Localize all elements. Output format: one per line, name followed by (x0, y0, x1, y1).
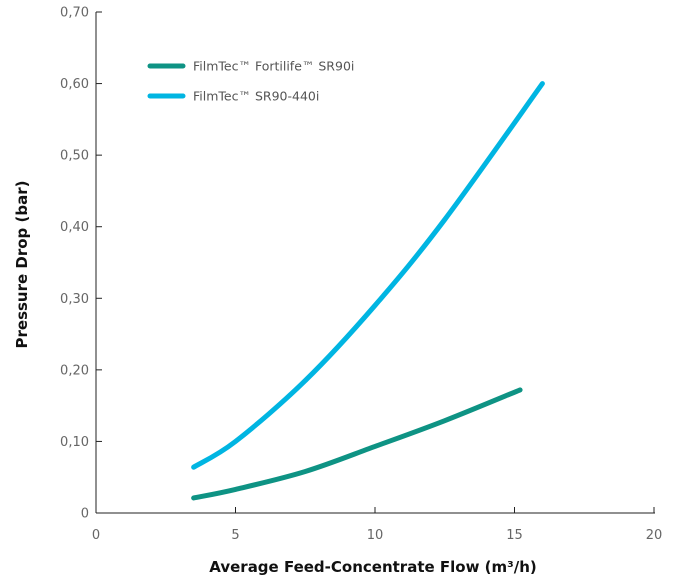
legend-label-2: FilmTec™ SR90-440i (193, 89, 319, 104)
y-axis-title: Pressure Drop (bar) (13, 181, 31, 349)
y-tick-label: 0,40 (60, 220, 89, 235)
x-axis-ticks: 0 5 10 15 20 (92, 507, 662, 543)
x-tick-label: 10 (367, 528, 384, 543)
x-axis-title: Average Feed-Concentrate Flow (m³/h) (209, 558, 536, 576)
y-tick-label: 0,10 (60, 435, 89, 450)
y-tick-label: 0,20 (60, 363, 89, 378)
x-tick-label: 0 (92, 528, 100, 543)
series-line-2 (191, 81, 545, 470)
series-layer (191, 81, 545, 501)
legend-label-1: FilmTec™ Fortilife™ SR90i (193, 59, 354, 74)
y-axis-ticks: 0 0,10 0,20 0,30 0,40 0,50 0,60 0,70 (60, 6, 102, 522)
y-tick-label: 0,70 (60, 6, 89, 21)
x-tick-label: 15 (506, 528, 523, 543)
x-tick-label: 5 (231, 528, 239, 543)
plot-frame (95, 12, 655, 514)
y-tick-label: 0 (81, 507, 89, 522)
y-tick-label: 0,50 (60, 149, 89, 164)
series-line-1 (191, 387, 523, 501)
y-tick-label: 0,30 (60, 292, 89, 307)
legend: FilmTec™ Fortilife™ SR90i FilmTec™ SR90-4… (147, 59, 354, 104)
x-tick-label: 20 (646, 528, 663, 543)
y-tick-label: 0,60 (60, 77, 89, 92)
